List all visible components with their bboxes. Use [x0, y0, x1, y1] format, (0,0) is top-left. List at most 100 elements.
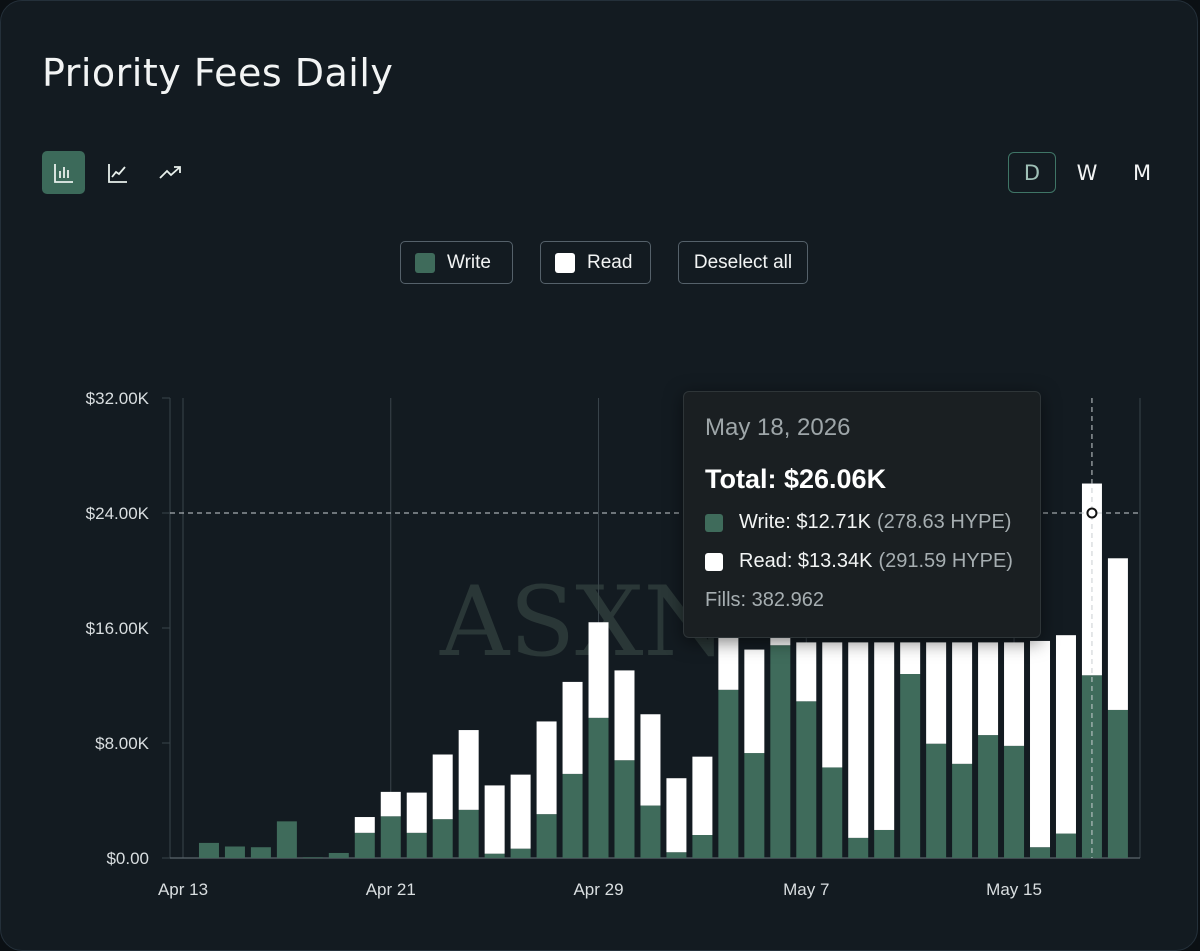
bar-read[interactable] — [1055, 635, 1076, 834]
line-chart-button[interactable] — [96, 151, 139, 194]
crosshair-point — [1086, 507, 1098, 519]
bar-write[interactable] — [588, 717, 609, 858]
bar-read[interactable] — [536, 721, 557, 815]
bar-write[interactable] — [718, 689, 739, 858]
bar-read[interactable] — [926, 642, 947, 744]
bar-read[interactable] — [380, 791, 401, 817]
bar-read[interactable] — [510, 774, 531, 849]
write-swatch — [415, 252, 435, 273]
x-tick-label: May 7 — [783, 880, 829, 899]
bar-read[interactable] — [666, 778, 687, 853]
page-title: Priority Fees Daily — [42, 51, 394, 95]
bar-read[interactable] — [588, 622, 609, 718]
bar-write[interactable] — [640, 805, 661, 858]
bar-read[interactable] — [562, 681, 583, 774]
bar-write[interactable] — [1107, 709, 1128, 858]
bar-write[interactable] — [614, 760, 635, 858]
bar-read[interactable] — [718, 636, 739, 690]
bar-write[interactable] — [328, 852, 349, 858]
crosshair — [170, 398, 1140, 858]
bar-write[interactable] — [562, 773, 583, 858]
bar-write[interactable] — [770, 645, 791, 858]
trend-chart-button[interactable] — [149, 151, 192, 194]
bar-read[interactable] — [874, 642, 895, 830]
tooltip-total: Total: $26.06K — [705, 464, 887, 494]
bar-read[interactable] — [692, 756, 713, 835]
deselect-all-label: Deselect all — [693, 251, 793, 273]
bar-read[interactable] — [978, 642, 999, 736]
bar-read[interactable] — [354, 817, 375, 833]
bar-write[interactable] — [276, 821, 297, 858]
tooltip-read-hype: (291.59 HYPE) — [878, 550, 1013, 572]
line-chart-icon — [107, 163, 127, 183]
y-tick-label: $0.00 — [106, 849, 149, 868]
bar-read[interactable] — [796, 642, 817, 702]
bar-write[interactable] — [1030, 847, 1051, 858]
tooltip-read-value: Read: $13.34K — [739, 550, 873, 572]
deselect-all-button[interactable]: Deselect all — [678, 241, 808, 284]
bar-write[interactable] — [874, 829, 895, 858]
bar-write[interactable] — [1055, 833, 1076, 858]
bar-read[interactable] — [952, 642, 973, 764]
bar-write[interactable] — [822, 767, 843, 858]
bar-read[interactable] — [432, 754, 453, 820]
trend-chart-icon — [158, 165, 181, 179]
read-swatch — [555, 252, 575, 273]
period-month-button[interactable]: M — [1132, 160, 1152, 185]
chart-bars — [198, 483, 1128, 859]
bar-write[interactable] — [510, 848, 531, 858]
legend-read-toggle[interactable]: Read — [540, 241, 651, 284]
bar-read[interactable] — [640, 714, 661, 806]
bar-write[interactable] — [1004, 745, 1025, 858]
bar-write[interactable] — [302, 857, 323, 858]
bar-write[interactable] — [224, 846, 245, 859]
bar-read[interactable] — [1107, 558, 1128, 710]
bar-write[interactable] — [926, 743, 947, 858]
tooltip-write-swatch — [705, 513, 723, 532]
legend-write-toggle[interactable]: Write — [400, 241, 513, 284]
bar-write[interactable] — [354, 832, 375, 858]
x-axis: Apr 13 Apr 21 Apr 29 May 7 May 15 — [158, 880, 1042, 899]
watermark: ASXN — [439, 566, 727, 678]
period-day-button[interactable]: D — [1008, 152, 1056, 193]
chart-tooltip: May 18, 2026 Total: $26.06K Write: $12.7… — [683, 391, 1041, 638]
bar-write[interactable] — [484, 853, 505, 858]
bar-write[interactable] — [406, 832, 427, 858]
bar-write[interactable] — [796, 701, 817, 858]
bar-chart-button[interactable] — [42, 151, 85, 194]
bar-write[interactable] — [978, 735, 999, 858]
bar-read[interactable] — [458, 730, 479, 810]
bar-write[interactable] — [380, 816, 401, 858]
bar-read[interactable] — [848, 642, 869, 838]
bar-read[interactable] — [822, 642, 843, 768]
tooltip-date: May 18, 2026 — [705, 414, 851, 441]
bar-read[interactable] — [484, 785, 505, 854]
bar-write[interactable] — [250, 847, 271, 858]
bar-write[interactable] — [198, 842, 219, 858]
bar-read[interactable] — [900, 642, 921, 674]
x-tick-label: Apr 21 — [366, 880, 416, 899]
bar-read[interactable] — [1030, 640, 1051, 848]
bar-read[interactable] — [1004, 642, 1025, 746]
bar-write[interactable] — [744, 753, 765, 858]
y-axis: $0.00 $8.00K $16.00K $24.00K $32.00K — [86, 389, 170, 868]
y-tick-label: $32.00K — [86, 389, 150, 408]
legend-write-label: Write — [447, 251, 491, 273]
bar-write[interactable] — [1081, 675, 1102, 858]
bar-write[interactable] — [692, 835, 713, 858]
bar-write[interactable] — [458, 809, 479, 858]
bar-read[interactable] — [614, 670, 635, 761]
bar-write[interactable] — [848, 837, 869, 858]
tooltip-write-value: Write: $12.71K — [739, 511, 871, 533]
bar-write[interactable] — [952, 763, 973, 858]
bar-read[interactable] — [406, 792, 427, 833]
bar-write[interactable] — [536, 814, 557, 858]
period-week-button[interactable]: W — [1076, 160, 1098, 185]
bar-write[interactable] — [432, 819, 453, 858]
x-tick-label: Apr 29 — [573, 880, 623, 899]
bar-read[interactable] — [744, 649, 765, 754]
bar-write[interactable] — [900, 674, 921, 858]
bar-write[interactable] — [666, 852, 687, 858]
y-tick-label: $8.00K — [95, 734, 150, 753]
